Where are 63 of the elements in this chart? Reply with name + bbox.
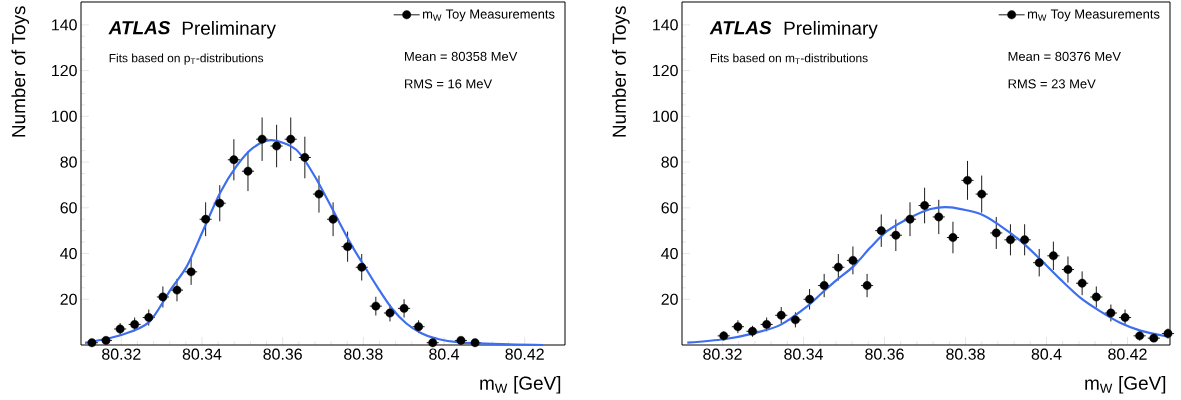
annotation: RMS = 23 MeV <box>1008 79 1096 89</box>
x-tick-label: 80.36 <box>263 348 302 360</box>
x-tick-label: 80.4 <box>1031 348 1062 360</box>
annotation: ATLAS <box>108 20 171 35</box>
text: Fits based on m$_{T}$-distributions <box>710 53 868 64</box>
point <box>1106 308 1116 318</box>
x-tick-label: 80.38 <box>344 348 383 360</box>
line-series <box>83 139 545 347</box>
y-tick-label: 100 <box>653 110 678 122</box>
legend-label: m$_{W}$ Toy Measurements <box>1027 9 1160 22</box>
point <box>130 320 140 329</box>
y-tick-label: 60 <box>60 202 77 214</box>
y-tick-label: 80 <box>60 156 77 168</box>
point <box>87 338 97 348</box>
x-tick-label: 80.36 <box>865 348 904 360</box>
y-tick-label: 80 <box>661 156 678 168</box>
point <box>115 324 125 334</box>
annotation: ATLAS <box>709 20 772 35</box>
y-tick-label: 40 <box>60 247 77 260</box>
x-tick-label: 80.42 <box>1108 348 1147 360</box>
point <box>1120 313 1130 322</box>
x-tick-label: 80.42 <box>505 348 544 360</box>
point <box>414 322 423 332</box>
point <box>762 320 772 329</box>
annotation: Preliminary <box>182 20 276 39</box>
y-tick-label: 20 <box>661 293 678 305</box>
annotation: Preliminary <box>784 20 878 39</box>
point <box>1135 331 1145 341</box>
y-tick-label: 20 <box>60 293 77 305</box>
point <box>733 322 743 332</box>
point <box>748 326 757 336</box>
x-axis-title: m$_{W}$ [GeV] <box>480 375 561 394</box>
x-tick-label: 80.4 <box>429 348 460 360</box>
y-axis-title: Number of Toys <box>11 6 30 137</box>
x-tick-label: 80.32 <box>102 348 141 360</box>
annotation: Mean = 80376 MeV <box>1008 51 1121 61</box>
y-tick-label: 60 <box>661 202 678 214</box>
text: Fits based on p$_{T}$-distributions <box>109 53 264 65</box>
point <box>470 338 480 348</box>
y-tick-label: 40 <box>661 247 678 260</box>
point <box>1163 329 1173 338</box>
y-tick-label: 100 <box>52 110 77 122</box>
point <box>776 310 786 320</box>
x-tick-label: 80.34 <box>784 348 823 360</box>
point <box>1149 333 1159 343</box>
point <box>385 308 395 318</box>
legend-label: m$_{W}$ Toy Measurements <box>422 9 555 22</box>
annotation: RMS = 16 MeV <box>405 79 493 89</box>
x-tick-label: 80.38 <box>946 348 985 360</box>
point <box>144 313 154 322</box>
y-tick-label: 120 <box>653 64 678 77</box>
annotation: Mean = 80358 MeV <box>405 51 518 61</box>
y-tick-label: 140 <box>653 19 678 31</box>
y-axis-title: Number of Toys <box>612 6 630 137</box>
point <box>101 336 111 345</box>
x-tick-label: 80.34 <box>182 348 222 360</box>
y-tick-label: 120 <box>52 64 77 77</box>
point <box>719 331 729 341</box>
x-axis-title: m$_{W}$ [GeV] <box>1085 375 1166 394</box>
y-tick-label: 140 <box>52 19 77 31</box>
x-tick-label: 80.32 <box>703 348 742 360</box>
point <box>791 315 800 325</box>
point <box>456 336 466 345</box>
